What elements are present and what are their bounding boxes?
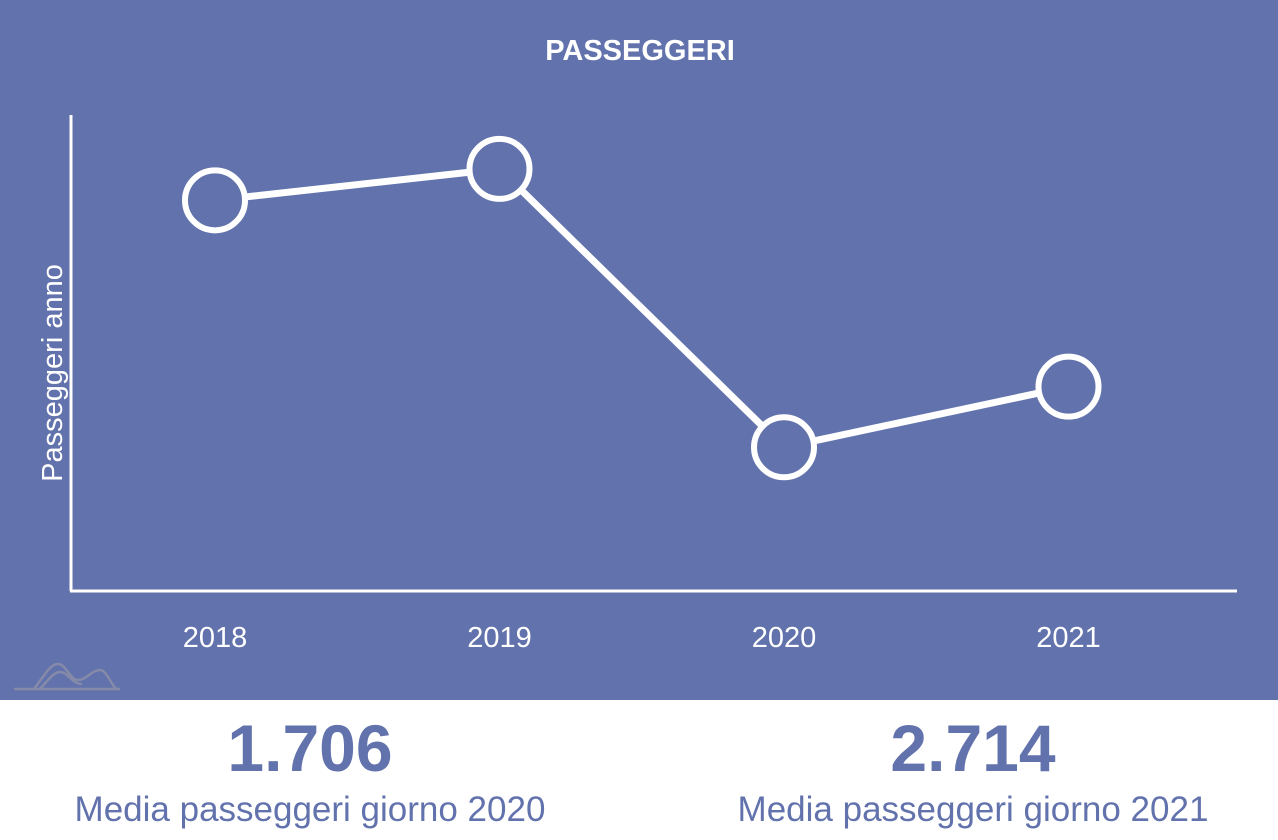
stat-value-2020: 1.706 — [227, 711, 393, 785]
line-chart: PASSEGGERI Passeggeri anno 2018 2019 2020 2… — [14, 35, 1237, 691]
x-tick-label-2020: 2020 — [752, 622, 817, 654]
chart-title: PASSEGGERI — [545, 35, 735, 67]
x-tick-label-2018: 2018 — [183, 622, 248, 654]
wave-logo-icon — [14, 662, 120, 691]
points-layer — [182, 135, 1102, 481]
series-layer — [214, 165, 1070, 451]
stat-2021: 2.714 Media passeggeri giorno 2021 — [663, 708, 1278, 832]
x-tick-labels: 2018 2019 2020 2021 — [183, 622, 1101, 654]
data-point-2019 — [466, 135, 533, 202]
stat-2020: 1.706 Media passeggeri giorno 2020 — [0, 708, 620, 832]
stat-label-2021: Media passeggeri giorno 2021 — [737, 790, 1209, 829]
x-tick-label-2021: 2021 — [1036, 622, 1101, 654]
data-point-2021 — [1035, 353, 1102, 420]
y-axis-label: Passeggeri anno — [37, 264, 69, 482]
x-tick-label-2019: 2019 — [467, 622, 532, 654]
stat-label-2020: Media passeggeri giorno 2020 — [74, 790, 546, 829]
data-point-2020 — [751, 414, 817, 481]
chart-panel: PASSEGGERI Passeggeri anno 2018 2019 2020 2… — [0, 0, 1278, 700]
series-line-0 — [214, 165, 1070, 451]
stat-value-2021: 2.714 — [890, 711, 1056, 785]
data-point-2018 — [182, 167, 248, 234]
